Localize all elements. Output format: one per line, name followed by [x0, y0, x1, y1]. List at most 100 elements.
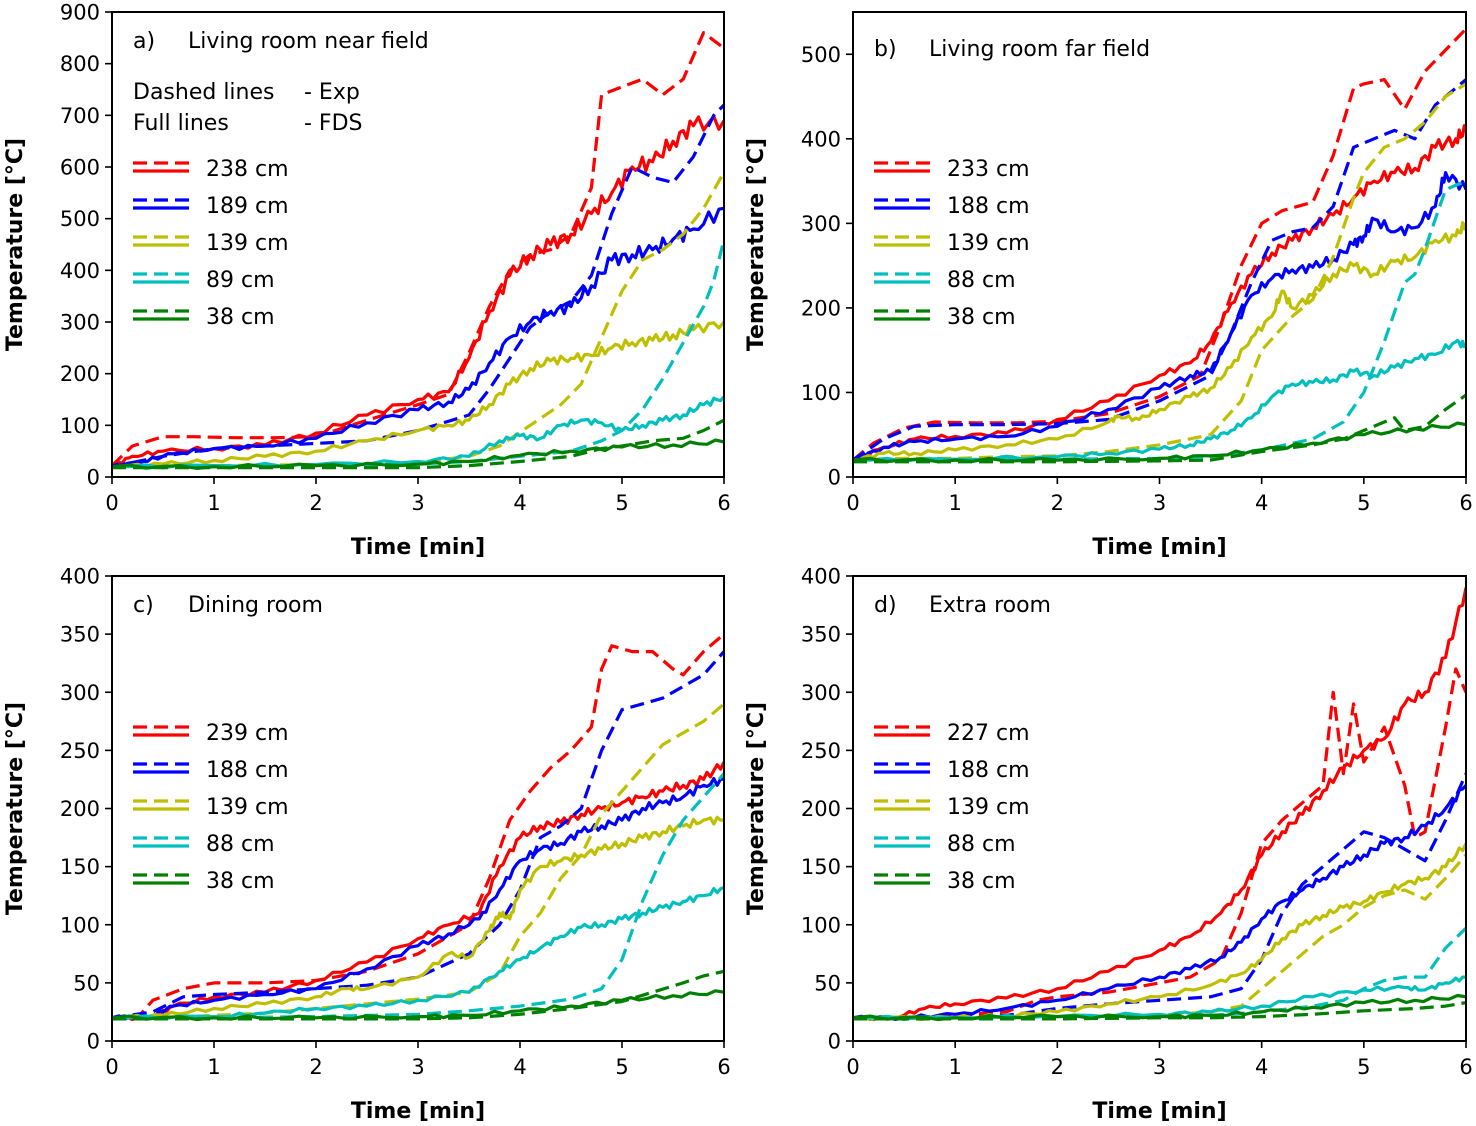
panel-letter: d) [874, 593, 897, 618]
y-tick-label: 0 [87, 1030, 100, 1054]
x-axis-label: Time [min] [1092, 535, 1226, 560]
legend-label: 188 cm [947, 758, 1030, 783]
series-line-38cm-fds [853, 421, 1466, 464]
x-tick-label: 3 [1153, 491, 1166, 515]
legend-label: 139 cm [947, 795, 1030, 820]
y-axis-label: Temperature [°C] [744, 702, 769, 915]
y-tick-label: 400 [801, 565, 841, 589]
x-tick-label: 6 [717, 491, 730, 515]
y-axis-label: Temperature [°C] [744, 138, 769, 351]
series-group [853, 587, 1466, 1022]
x-tick-label: 2 [309, 1055, 322, 1079]
x-tick-label: 6 [1459, 1055, 1472, 1079]
annotation-value-1: - FDS [304, 111, 363, 136]
series-line-88cm-fds [853, 338, 1466, 463]
legend-label: 233 cm [947, 157, 1030, 182]
series-line-233cm-exp [853, 27, 1466, 462]
y-tick-label: 400 [801, 127, 841, 151]
panel-c: 0 1 2 3 4 5 6 0 50 100 150 200 250 300 350 400 Time [min… [3, 565, 731, 1125]
y-tick-label: 500 [801, 43, 841, 67]
y-tick-label: 250 [60, 739, 100, 763]
legend-label: 238 cm [206, 157, 289, 182]
annotation-value-0: - Exp [304, 80, 360, 105]
y-tick-label: 0 [87, 466, 100, 490]
series-line-89cm-exp [112, 238, 724, 469]
panel-title: Dining room [188, 593, 323, 618]
x-tick-label: 1 [948, 491, 961, 515]
series-line-38cm-exp [853, 393, 1466, 464]
y-axis-label: Temperature [°C] [3, 138, 28, 351]
y-tick-label: 0 [828, 466, 841, 490]
legend-label: 88 cm [947, 832, 1016, 857]
series-line-88cm-exp [112, 772, 724, 1020]
legend-label: 89 cm [206, 268, 275, 293]
legend-label: 188 cm [947, 194, 1030, 219]
series-line-139cm-fds [112, 815, 724, 1021]
y-tick-label: 800 [60, 52, 100, 76]
series-group [112, 632, 724, 1022]
x-tick-label: 2 [1051, 1055, 1064, 1079]
y-tick-label: 350 [801, 623, 841, 647]
x-axis-label: Time [min] [1092, 1099, 1226, 1124]
legend-label: 38 cm [947, 305, 1016, 330]
legend-label: 227 cm [947, 721, 1030, 746]
plot-frame [111, 575, 725, 1042]
x-axis-label: Time [min] [351, 535, 485, 560]
x-tick-label: 3 [411, 491, 424, 515]
x-tick-label: 3 [411, 1055, 424, 1079]
x-tick-label: 0 [105, 1055, 118, 1079]
x-tick-label: 0 [846, 491, 859, 515]
y-tick-label: 200 [60, 362, 100, 386]
plot-frame [852, 575, 1467, 1042]
y-tick-label: 600 [60, 156, 100, 180]
panel-title: Living room far field [929, 37, 1150, 62]
legend: 233 cm 188 cm 139 cm 88 cm 38 cm [874, 157, 1030, 330]
legend-label: 139 cm [947, 231, 1030, 256]
series-line-189cm-fds [112, 206, 724, 469]
y-tick-label: 200 [801, 797, 841, 821]
series-line-239cm-fds [112, 761, 724, 1022]
x-tick-label: 5 [615, 1055, 628, 1079]
legend-label: 188 cm [206, 758, 289, 783]
y-tick-label: 150 [60, 855, 100, 879]
series-line-139cm-exp [853, 853, 1466, 1020]
y-tick-label: 900 [60, 1, 100, 25]
legend-label: 88 cm [947, 268, 1016, 293]
legend: 238 cm 189 cm 139 cm 89 cm 38 cm [133, 157, 289, 330]
series-line-139cm-fds [853, 221, 1466, 463]
panel-letter: a) [133, 29, 155, 54]
y-tick-label: 50 [73, 971, 100, 995]
series-line-139cm-exp [112, 702, 724, 1020]
x-tick-label: 1 [948, 1055, 961, 1079]
series-line-227cm-exp [853, 667, 1466, 1020]
panel-title: Extra room [929, 593, 1051, 618]
legend-label: 239 cm [206, 721, 289, 746]
y-tick-label: 150 [801, 855, 841, 879]
plot-frame [852, 11, 1467, 478]
legend-label: 139 cm [206, 231, 289, 256]
annotation-label-1: Full lines [133, 111, 229, 136]
x-tick-label: 6 [1459, 491, 1472, 515]
panel-letter: b) [874, 37, 897, 62]
y-tick-label: 400 [60, 565, 100, 589]
x-tick-label: 6 [717, 1055, 730, 1079]
series-line-188cm-fds [853, 171, 1466, 462]
panel-b: 0 1 2 3 4 5 6 0 100 200 300 400 500 Time [min] Tempera… [744, 11, 1473, 560]
y-tick-label: 500 [60, 207, 100, 231]
series-line-188cm-exp [853, 772, 1466, 1020]
y-tick-label: 50 [814, 971, 841, 995]
y-tick-label: 300 [60, 681, 100, 705]
y-tick-label: 100 [801, 913, 841, 937]
series-line-38cm-exp [112, 418, 724, 470]
x-tick-label: 0 [105, 491, 118, 515]
legend-label: 38 cm [947, 869, 1016, 894]
series-line-139cm-exp [853, 82, 1466, 462]
series-line-139cm-fds [112, 320, 724, 470]
x-tick-label: 4 [513, 491, 526, 515]
y-tick-label: 250 [801, 739, 841, 763]
x-tick-label: 1 [207, 1055, 220, 1079]
x-axis-label: Time [min] [351, 1099, 485, 1124]
y-tick-label: 700 [60, 104, 100, 128]
series-line-38cm-fds [853, 993, 1466, 1022]
y-tick-label: 300 [801, 681, 841, 705]
